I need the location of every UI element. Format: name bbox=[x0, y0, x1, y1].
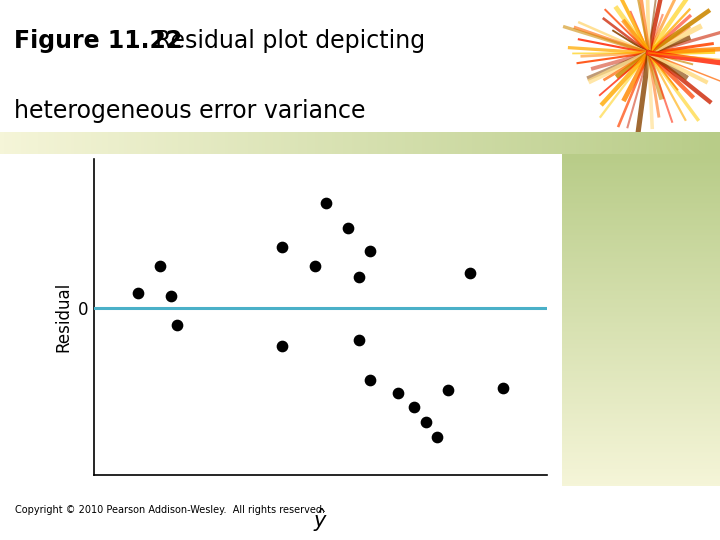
Point bbox=[364, 246, 376, 255]
Text: 41: 41 bbox=[650, 501, 685, 525]
Point bbox=[132, 288, 143, 297]
Point bbox=[498, 383, 509, 392]
Point bbox=[354, 273, 365, 281]
Point bbox=[431, 433, 442, 442]
Point bbox=[309, 261, 320, 270]
Point bbox=[276, 341, 287, 350]
Point bbox=[442, 385, 454, 394]
Text: Figure 11.22: Figure 11.22 bbox=[14, 29, 182, 53]
Point bbox=[166, 292, 177, 301]
Point bbox=[276, 242, 287, 251]
Y-axis label: Residual: Residual bbox=[55, 282, 73, 353]
Text: Residual plot depicting: Residual plot depicting bbox=[140, 29, 426, 53]
Point bbox=[171, 321, 182, 329]
Point bbox=[420, 417, 431, 426]
Point bbox=[320, 199, 332, 207]
Text: Copyright © 2010 Pearson Addison-Wesley.  All rights reserved.: Copyright © 2010 Pearson Addison-Wesley.… bbox=[14, 505, 325, 515]
Point bbox=[392, 389, 404, 397]
Text: heterogeneous error variance: heterogeneous error variance bbox=[14, 99, 366, 123]
Point bbox=[354, 336, 365, 345]
Point bbox=[342, 224, 354, 232]
Point bbox=[464, 269, 475, 278]
Point bbox=[409, 402, 420, 411]
Text: $\hat{y}$: $\hat{y}$ bbox=[313, 507, 328, 535]
Point bbox=[154, 261, 166, 270]
Point bbox=[364, 376, 376, 384]
